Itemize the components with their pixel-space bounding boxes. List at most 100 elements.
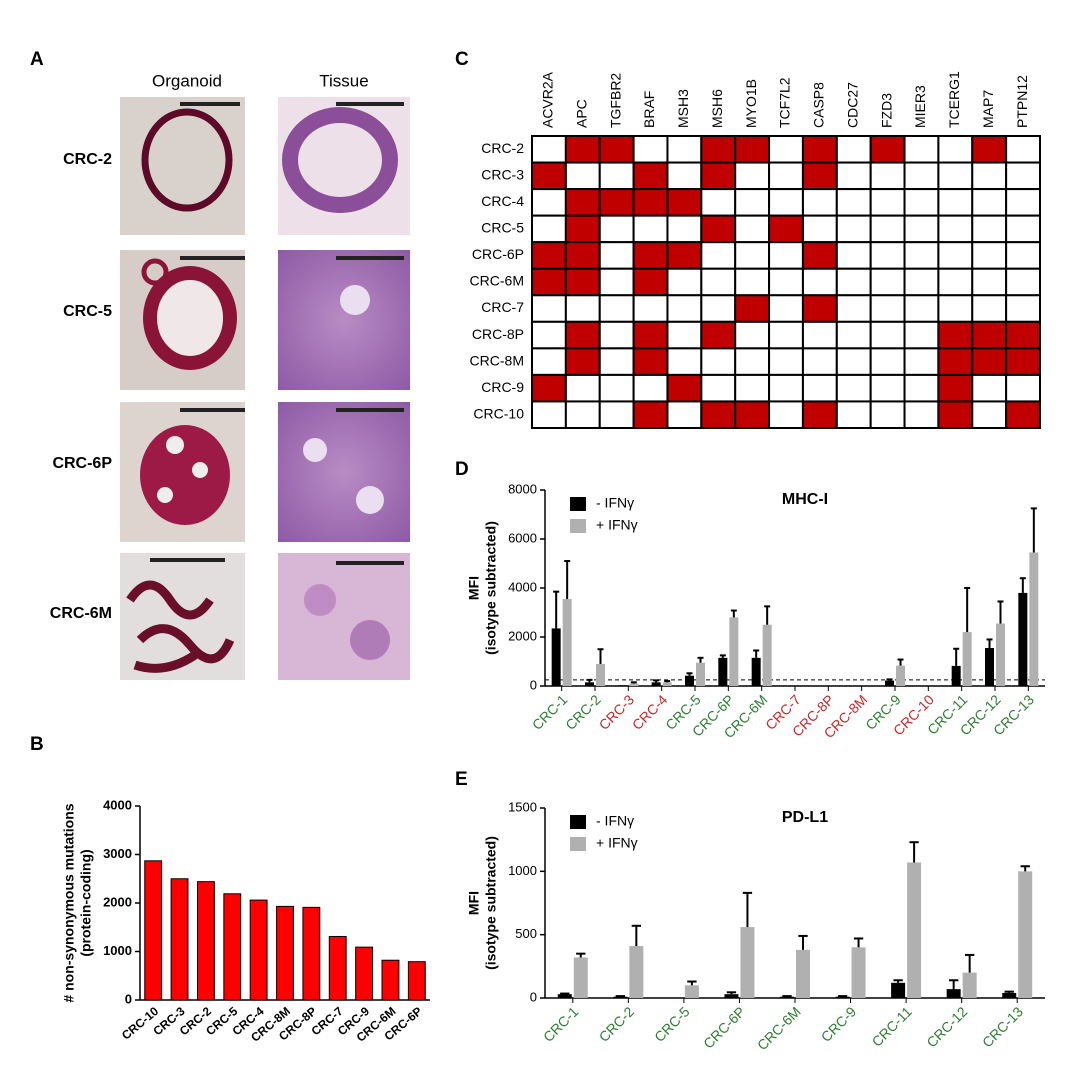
y-tick-label: 4000 — [103, 797, 132, 812]
cell — [564, 320, 601, 350]
cell — [666, 294, 703, 323]
cell — [835, 188, 872, 217]
cell — [937, 320, 974, 350]
row-label: CRC-6M — [50, 605, 112, 622]
cell — [666, 400, 703, 430]
column-header: Organoid — [152, 71, 222, 90]
chart-title: PD-L1 — [782, 809, 828, 826]
cell — [869, 320, 906, 350]
column-label: MAP7 — [980, 90, 996, 128]
x-tick-label: CRC-5 — [651, 1003, 693, 1045]
cell — [801, 294, 838, 323]
cell — [564, 214, 601, 244]
cell — [598, 400, 635, 430]
bar — [685, 675, 694, 686]
bar — [562, 599, 572, 686]
bar — [1002, 992, 1017, 998]
column-label: BRAF — [641, 91, 657, 128]
cell — [768, 214, 804, 244]
y-tick-label: 0 — [530, 677, 537, 692]
bar — [951, 665, 961, 686]
legend-label: - IFNγ — [596, 813, 634, 829]
cell — [598, 214, 635, 244]
cell — [564, 267, 601, 297]
cell — [937, 241, 974, 270]
bar — [885, 680, 894, 686]
row-label: CRC-6M — [470, 273, 524, 289]
bar — [629, 683, 639, 686]
cell — [903, 214, 940, 244]
cell — [971, 188, 1008, 217]
cell — [971, 161, 1008, 191]
cell — [700, 241, 737, 270]
x-tick-label: CRC-1 — [540, 1003, 582, 1045]
column-label: MYO1B — [743, 79, 759, 128]
bar — [585, 682, 594, 686]
bar — [896, 665, 905, 686]
cell — [937, 135, 974, 164]
row-label: CRC-4 — [481, 193, 524, 209]
cell — [700, 347, 737, 376]
column-label: TGFBR2 — [607, 73, 623, 128]
cell — [768, 241, 804, 270]
cell — [734, 320, 771, 350]
cell — [1005, 400, 1042, 430]
bar — [196, 881, 215, 1001]
cell — [598, 347, 635, 376]
cell — [869, 135, 906, 164]
cell — [903, 320, 940, 350]
cell — [700, 267, 737, 297]
cell — [801, 400, 838, 430]
cell — [903, 373, 940, 403]
cell — [835, 373, 872, 403]
cell — [734, 135, 771, 164]
cell — [869, 161, 906, 191]
cell — [700, 320, 737, 350]
x-tick-label: CRC-3 — [596, 691, 638, 733]
bar — [835, 996, 850, 998]
cell — [768, 267, 804, 297]
cell — [801, 135, 838, 164]
row-label: CRC-2 — [481, 140, 524, 156]
cell — [632, 188, 669, 217]
bar — [1029, 552, 1039, 686]
x-tick-label: CRC-2 — [562, 691, 604, 733]
cell — [666, 267, 703, 297]
column-label: TCERG1 — [946, 71, 962, 128]
cell — [903, 161, 940, 191]
cell — [564, 135, 601, 164]
cell — [531, 320, 567, 350]
bar — [762, 624, 772, 686]
y-tick-label: 3000 — [103, 846, 132, 861]
panel-letter: E — [455, 769, 468, 790]
cell — [835, 400, 872, 430]
cell — [666, 320, 703, 350]
bar — [718, 657, 728, 686]
cell — [632, 161, 669, 191]
cell — [801, 161, 838, 191]
cell — [971, 214, 1008, 244]
column-label: PTPN12 — [1014, 75, 1030, 128]
cell — [835, 241, 872, 270]
bar — [407, 961, 426, 1001]
bar — [651, 682, 661, 686]
cell — [869, 373, 906, 403]
cell — [768, 347, 804, 376]
cell — [768, 188, 804, 217]
cell — [835, 214, 872, 244]
cell — [1005, 294, 1042, 323]
cell — [835, 135, 872, 164]
cell — [531, 241, 567, 270]
cell — [564, 188, 601, 217]
x-tick-label: CRC-9 — [818, 1003, 860, 1045]
cell — [835, 267, 872, 297]
cell — [598, 267, 635, 297]
cell — [734, 347, 771, 376]
cell — [564, 373, 601, 403]
row-label: CRC-5 — [481, 220, 524, 236]
legend-label: - IFNγ — [596, 495, 634, 511]
cell — [632, 373, 669, 403]
cell — [869, 214, 906, 244]
cell — [903, 400, 940, 430]
cell — [1005, 347, 1042, 376]
